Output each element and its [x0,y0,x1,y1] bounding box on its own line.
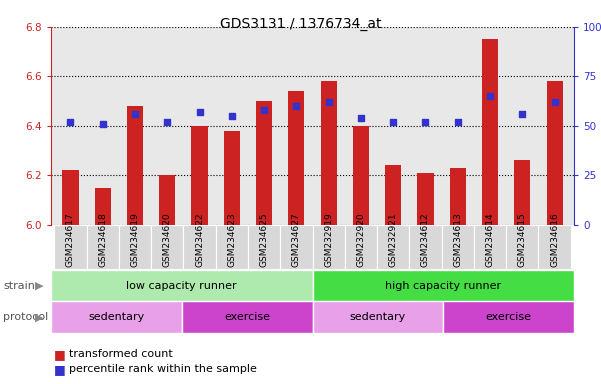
Text: exercise: exercise [224,312,270,322]
Bar [95,187,111,225]
Text: GSM234623: GSM234623 [227,212,236,266]
Bar [280,225,313,269]
Bar [224,131,240,225]
Point [388,119,398,125]
Text: percentile rank within the sample: percentile rank within the sample [69,364,257,374]
Bar [538,225,571,269]
Bar [482,39,498,225]
Bar [54,225,87,269]
Bar [320,81,337,225]
Text: GSM232921: GSM232921 [389,212,398,266]
Point [517,111,527,117]
Text: GSM232920: GSM232920 [356,212,365,266]
Bar [546,81,563,225]
Text: ▶: ▶ [35,312,43,322]
Point [130,111,140,117]
Bar [313,270,574,301]
Bar [385,166,401,225]
Bar [442,225,474,269]
Text: ▶: ▶ [35,281,43,291]
Point [162,119,172,125]
Bar [119,225,151,269]
Text: GSM234622: GSM234622 [195,212,204,266]
Bar [288,91,305,225]
Text: protocol: protocol [3,312,48,322]
Text: ■: ■ [54,348,66,361]
Text: GSM234619: GSM234619 [130,212,139,266]
Text: GSM234618: GSM234618 [98,212,107,266]
Bar [409,225,442,269]
Bar [87,225,119,269]
Text: GSM234612: GSM234612 [421,212,430,266]
Bar [183,225,216,269]
Text: GSM234625: GSM234625 [260,212,269,266]
Bar [159,175,175,225]
Bar [418,173,433,225]
Bar [506,225,538,269]
Bar [127,106,143,225]
Text: GSM234627: GSM234627 [292,212,301,266]
Text: exercise: exercise [486,312,532,322]
Text: GSM234615: GSM234615 [518,212,527,266]
Bar [192,126,207,225]
Point [259,107,269,113]
Text: GSM232919: GSM232919 [324,212,333,266]
Bar [313,225,345,269]
Point [421,119,430,125]
Point [195,109,204,115]
Point [485,93,495,99]
Bar [377,225,409,269]
Bar [63,170,79,225]
Point [453,119,463,125]
Point [227,113,237,119]
Text: GSM234620: GSM234620 [163,212,172,266]
Bar [514,161,530,225]
Bar [443,301,574,333]
Bar [182,301,313,333]
Point [98,121,108,127]
Bar [313,301,443,333]
Bar [216,225,248,269]
Point [291,103,301,109]
Text: high capacity runner: high capacity runner [385,281,501,291]
Bar [51,301,182,333]
Text: GSM234614: GSM234614 [486,212,495,266]
Bar [51,270,313,301]
Text: ■: ■ [54,363,66,376]
Bar [151,225,183,269]
Bar [450,168,466,225]
Text: sedentary: sedentary [350,312,406,322]
Text: transformed count: transformed count [69,349,173,359]
Text: low capacity runner: low capacity runner [126,281,237,291]
Text: strain: strain [3,281,35,291]
Text: GSM234616: GSM234616 [550,212,559,266]
Point [550,99,560,105]
Point [356,115,366,121]
Text: GSM234613: GSM234613 [453,212,462,266]
Bar [248,225,280,269]
Point [324,99,334,105]
Text: sedentary: sedentary [88,312,145,322]
Text: GDS3131 / 1376734_at: GDS3131 / 1376734_at [220,17,381,31]
Bar [353,126,369,225]
Point [66,119,75,125]
Text: GSM234617: GSM234617 [66,212,75,266]
Bar [474,225,506,269]
Bar [256,101,272,225]
Bar [345,225,377,269]
